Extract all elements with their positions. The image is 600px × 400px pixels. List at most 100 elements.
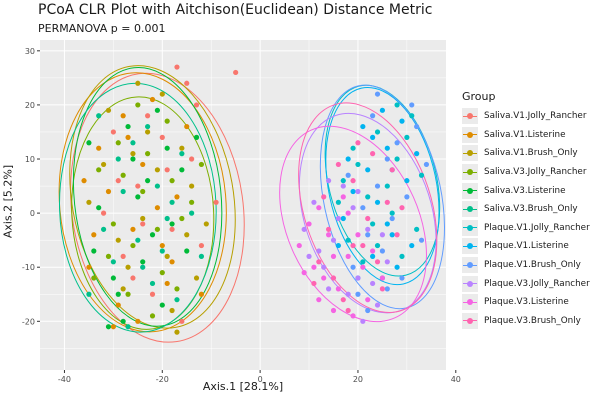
scatter-point (350, 264, 356, 270)
scatter-point (174, 194, 180, 200)
scatter-point (154, 107, 160, 113)
scatter-point (360, 318, 366, 324)
scatter-point (169, 199, 175, 205)
scatter-point (350, 242, 356, 249)
scatter-point (125, 134, 131, 140)
scatter-point (394, 232, 400, 238)
legend-key (462, 312, 478, 329)
legend-dot (467, 224, 473, 231)
scatter-point (316, 259, 322, 265)
scatter-point (399, 205, 405, 211)
scatter-point (384, 221, 390, 227)
confidence-ellipse (58, 82, 217, 333)
scatter-point (189, 156, 195, 162)
legend-key (462, 108, 478, 125)
confidence-ellipse (71, 96, 215, 330)
scatter-point (311, 199, 317, 205)
scatter-point (96, 145, 102, 151)
scatter-point (384, 286, 390, 292)
scatter-point (389, 210, 395, 216)
chart-subtitle: PERMANOVA p = 0.001 (38, 22, 166, 35)
scatter-point (198, 242, 205, 249)
legend-label: Saliva.V3.Listerine (484, 185, 566, 196)
scatter-point (179, 215, 185, 222)
scatter-point (326, 286, 332, 292)
scatter-point (135, 318, 141, 324)
legend-label: Saliva.V3.Brush_Only (484, 204, 578, 215)
scatter-point (169, 221, 175, 227)
legend-dot (467, 169, 473, 176)
legend-dot (467, 317, 473, 324)
scatter-point (86, 140, 92, 146)
scatter-point (311, 264, 317, 270)
scatter-point (389, 215, 395, 222)
scatter-point (100, 210, 107, 216)
legend-label: Plaque.V3.Brush_Only (484, 315, 581, 326)
scatter-point (105, 107, 112, 113)
scatter-point (135, 183, 141, 189)
scatter-point (159, 270, 165, 276)
scatter-point (394, 264, 400, 270)
scatter-point (135, 80, 141, 86)
scatter-point (321, 194, 327, 200)
scatter-point (164, 118, 170, 124)
scatter-point (233, 69, 239, 76)
scatter-point (374, 129, 381, 135)
scatter-point (135, 194, 141, 200)
scatter-point (355, 275, 361, 281)
scatter-point (140, 161, 146, 168)
legend-label: Saliva.V1.Listerine (484, 129, 566, 140)
legend-dot (467, 113, 473, 120)
scatter-point (96, 113, 102, 119)
scatter-point (115, 140, 121, 146)
scatter-point (389, 232, 395, 238)
scatter-point (418, 237, 425, 243)
legend-item: Saliva.V1.Jolly_Rancher (462, 107, 590, 126)
scatter-point (115, 178, 121, 184)
scatter-point (130, 140, 136, 146)
scatter-point (330, 275, 337, 281)
legend: Saliva.V1.Jolly_Rancher Saliva.V1.Listeri… (462, 107, 590, 330)
scatter-point (330, 307, 337, 314)
scatter-point (135, 102, 141, 108)
scatter-point (164, 167, 170, 173)
scatter-point (115, 302, 121, 308)
scatter-point (399, 253, 405, 259)
scatter-point (159, 134, 165, 140)
scatter-point (394, 140, 400, 146)
scatter-point (345, 237, 351, 243)
legend-label: Plaque.V3.Jolly_Rancher (484, 278, 590, 289)
scatter-point (169, 307, 175, 314)
legend-item: Saliva.V1.Listerine (462, 126, 590, 145)
scatter-point (360, 264, 366, 270)
scatter-point (91, 275, 97, 281)
legend-item: Plaque.V1.Brush_Only (462, 256, 590, 275)
scatter-point (135, 237, 141, 243)
scatter-point (350, 145, 356, 151)
scatter-point (125, 324, 131, 330)
legend-title: Group (462, 90, 496, 103)
scatter-point (326, 232, 332, 238)
scatter-point (96, 205, 102, 211)
scatter-point (384, 156, 390, 162)
scatter-point (350, 178, 356, 184)
scatter-point (86, 264, 92, 270)
scatter-point (140, 259, 146, 265)
scatter-point (306, 221, 312, 227)
scatter-point (130, 226, 136, 232)
scatter-point (91, 248, 97, 254)
y-axis-label: Axis.2 [5.2%] (1, 164, 15, 239)
scatter-point (100, 226, 107, 232)
x-tick-label: 40 (451, 375, 461, 384)
scatter-point (125, 291, 131, 297)
legend-label: Saliva.V1.Jolly_Rancher (484, 111, 587, 122)
scatter-point (149, 280, 156, 287)
scatter-point (81, 178, 87, 184)
scatter-point (115, 156, 121, 162)
scatter-point (120, 318, 126, 324)
scatter-point (335, 286, 341, 292)
scatter-point (169, 226, 175, 232)
confidence-ellipse (298, 102, 438, 313)
legend-item: Saliva.V3.Jolly_Rancher (462, 163, 590, 182)
scatter-point (321, 264, 327, 270)
